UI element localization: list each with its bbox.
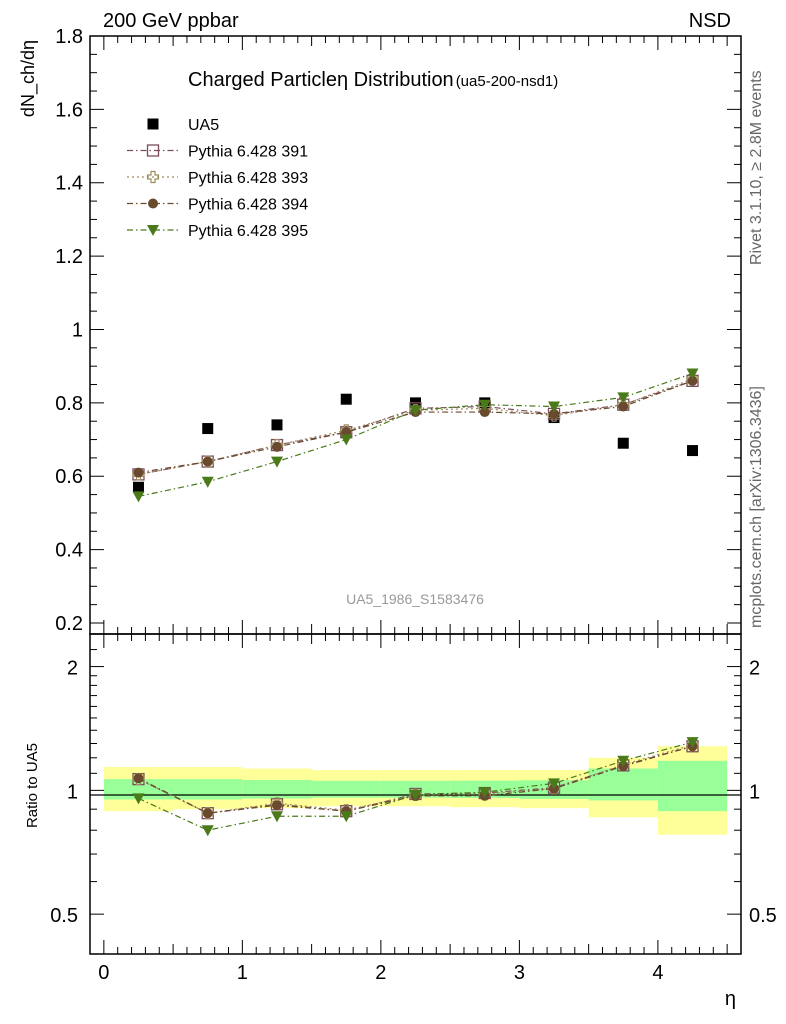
header-left: 200 GeV ppbar — [103, 10, 239, 32]
ratio-ticks: 0 1 2 3 4 0.5 0.5 1 1 2 2 — [50, 633, 777, 984]
ratio-point-s3-2 — [270, 811, 283, 823]
main-point-s4-5 — [478, 399, 491, 411]
legend-marker-0 — [147, 118, 159, 130]
ratio-point-s3-5 — [478, 787, 491, 799]
ratio-bands — [103, 746, 728, 835]
legend-marker-3 — [148, 198, 158, 209]
legend-label-0: UA5 — [188, 117, 219, 134]
ratio-band-inner-1 — [173, 779, 243, 800]
main-line-series-1 — [138, 380, 693, 476]
main-point-s4-6 — [548, 401, 561, 413]
main-ytick-label-1: 0.4 — [55, 540, 83, 562]
main-ylabel: dN_ch/dη — [18, 40, 39, 117]
ratio-point-s3-1 — [201, 825, 214, 837]
chart-title-main: Charged Particleη Distribution — [188, 69, 454, 91]
main-ytick-label-0: 0.2 — [55, 613, 83, 635]
ratio-ytick-label-right-2: 2 — [749, 658, 760, 680]
main-point-s3-8 — [687, 375, 698, 386]
main-point-s4-1 — [201, 476, 214, 488]
ratio-xtick-label-3: 3 — [514, 962, 525, 984]
ratio-point-s3-0 — [132, 793, 145, 805]
main-point-s3-2 — [271, 441, 282, 452]
main-point-s3-0 — [133, 467, 144, 478]
main-ytick-label-8: 1.8 — [55, 26, 83, 48]
legend-marker-4 — [147, 225, 159, 236]
main-ytick-label-4: 1 — [72, 319, 83, 341]
legend-label-4: Pythia 6.428 395 — [188, 223, 308, 240]
ratio-point-s3-8 — [686, 737, 699, 749]
analysis-watermark: UA5_1986_S1583476 — [346, 591, 484, 607]
main-ytick-label-6: 1.4 — [55, 173, 83, 195]
legend-marker-1 — [146, 144, 160, 157]
main-point-s3-6 — [549, 408, 560, 419]
ratio-band-inner-8 — [657, 760, 728, 812]
main-point-s0-3 — [340, 393, 352, 405]
main-series-group — [132, 368, 699, 503]
side-text-upper: Rivet 3.1.10, ≥ 2.8M events — [748, 70, 765, 265]
main-plot: 0.2 0.4 0.6 0.8 1 1.2 1.4 1.6 1.8 dN_ch/dη Charg… — [18, 26, 742, 635]
main-point-s3-1 — [202, 456, 213, 467]
main-line-series-4 — [138, 372, 693, 498]
main-point-s4-3 — [340, 434, 353, 446]
main-point-s3-5 — [479, 407, 490, 418]
ratio-ytick-label-0: 0.5 — [50, 905, 78, 927]
ratio-ytick-label-1: 1 — [67, 781, 78, 803]
ratio-point-s3-7 — [617, 755, 630, 767]
ratio-point-s3-4 — [409, 789, 422, 801]
ratio-series-group — [132, 737, 699, 837]
main-ytick-label-7: 1.6 — [55, 99, 83, 121]
ratio-band-inner-3 — [311, 780, 381, 798]
main-point-s0-7 — [617, 437, 629, 449]
side-text-lower: mcplots.cern.ch [arXiv:1306.3436] — [748, 386, 765, 628]
main-point-s3-7 — [618, 401, 629, 412]
ratio-point-s2-1 — [202, 808, 213, 819]
ratio-ytick-label-right-1: 1 — [749, 781, 760, 803]
main-line-series-2 — [138, 378, 693, 476]
main-point-s4-8 — [686, 368, 699, 380]
main-point-s0-2 — [271, 419, 283, 431]
ratio-ylabel: Ratio to UA5 — [24, 743, 41, 828]
legend-label-1: Pythia 6.428 391 — [188, 144, 308, 161]
ratio-line-series-1 — [138, 744, 693, 814]
ratio-ytick-label-2: 2 — [67, 658, 78, 680]
main-point-s4-2 — [270, 456, 283, 468]
legend-label-2: Pythia 6.428 393 — [188, 170, 308, 187]
legend: UA5 Pythia 6.428 391 Pythia 6.428 393 Pythi… — [127, 117, 308, 240]
main-ytick-label-2: 0.6 — [55, 466, 83, 488]
ratio-xlabel: η — [725, 988, 736, 1010]
header-right: NSD — [689, 10, 731, 32]
ratio-point-s2-2 — [271, 800, 282, 811]
main-y-ticks: 0.2 0.4 0.6 0.8 1 1.2 1.4 1.6 1.8 — [55, 26, 741, 635]
legend-marker-2 — [146, 170, 160, 184]
main-point-s4-4 — [409, 405, 422, 417]
main-point-s0-1 — [202, 423, 214, 435]
ratio-point-s3-6 — [548, 778, 561, 790]
main-line-series-3 — [138, 380, 693, 474]
ratio-xtick-label-4: 4 — [652, 962, 663, 984]
ratio-point-s2-0 — [133, 773, 144, 784]
legend-label-3: Pythia 6.428 394 — [188, 197, 308, 214]
chart-title-suffix: (ua5-200-nsd1) — [456, 73, 559, 90]
main-ytick-label-3: 0.8 — [55, 393, 83, 415]
ratio-xtick-label-1: 1 — [237, 962, 248, 984]
main-point-s0-0 — [132, 481, 144, 493]
ratio-frame — [89, 633, 742, 955]
ratio-band-inner-2 — [242, 779, 312, 799]
main-point-s4-0 — [132, 491, 145, 503]
ratio-xtick-label-2: 2 — [375, 962, 386, 984]
ratio-plot: 0 1 2 3 4 0.5 0.5 1 1 2 2 Ratio to UA5 η — [24, 633, 777, 1010]
chart-title: Charged Particleη Distribution (ua5-200-n… — [188, 69, 558, 91]
ratio-point-s3-3 — [340, 811, 353, 823]
ratio-ytick-label-right-0: 0.5 — [749, 905, 777, 927]
main-point-s0-8 — [687, 445, 699, 457]
ratio-xtick-label-0: 0 — [98, 962, 109, 984]
main-point-s4-7 — [617, 392, 630, 404]
main-ytick-label-5: 1.2 — [55, 246, 83, 268]
